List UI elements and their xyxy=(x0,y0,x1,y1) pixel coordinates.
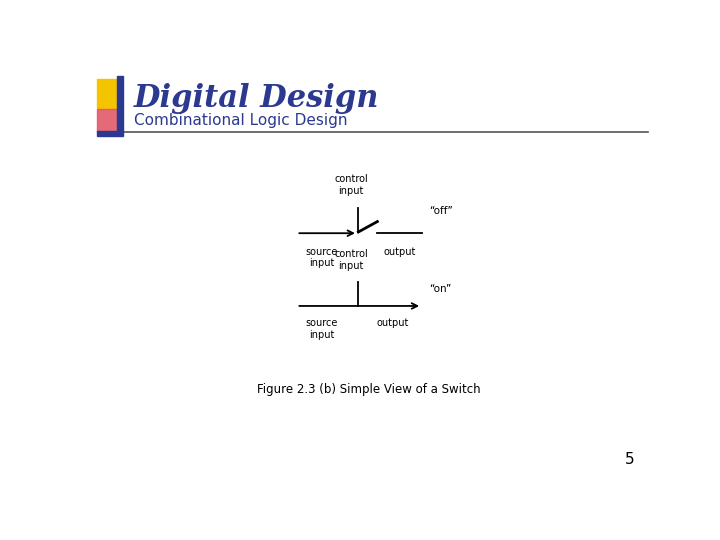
Text: control
input: control input xyxy=(334,174,368,196)
Bar xyxy=(96,78,118,109)
Bar xyxy=(117,76,124,136)
Text: source
input: source input xyxy=(305,319,338,340)
Text: Combinational Logic Design: Combinational Logic Design xyxy=(133,113,347,129)
Text: 5: 5 xyxy=(624,453,634,467)
Text: Digital Design: Digital Design xyxy=(133,83,379,114)
Bar xyxy=(96,109,118,132)
Text: “on”: “on” xyxy=(429,284,451,294)
Text: output: output xyxy=(377,319,409,328)
Text: Figure 2.3 (b) Simple View of a Switch: Figure 2.3 (b) Simple View of a Switch xyxy=(257,383,481,396)
Text: “off”: “off” xyxy=(429,206,453,216)
Text: control
input: control input xyxy=(334,249,368,271)
Text: source
input: source input xyxy=(305,246,338,268)
Text: output: output xyxy=(384,246,416,256)
Bar xyxy=(96,131,117,136)
